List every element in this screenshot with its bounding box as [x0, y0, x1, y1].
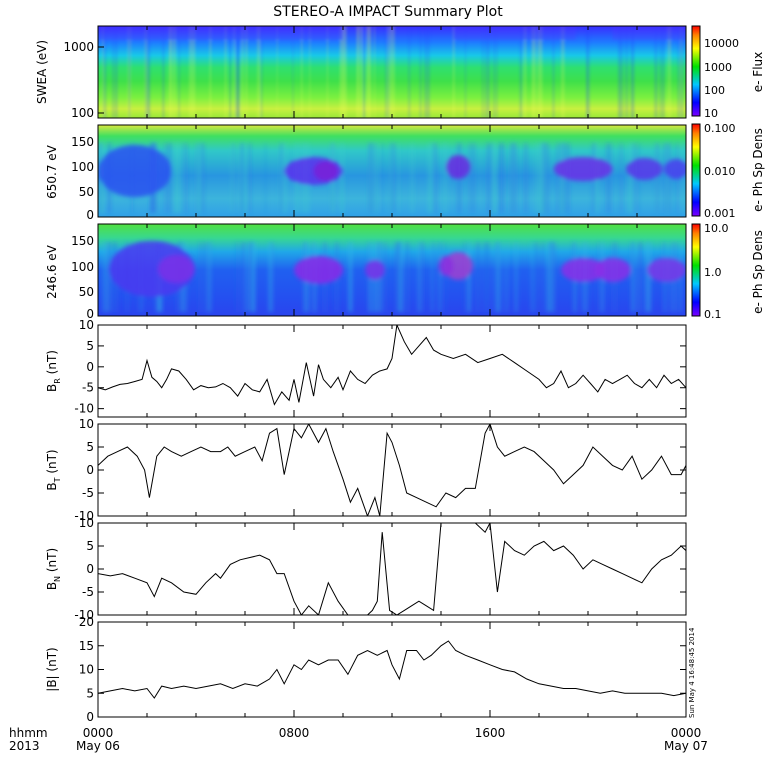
- swea-cb-tick-2: 100: [704, 84, 725, 97]
- pad246-cb-tick-2: 0.1: [704, 308, 722, 321]
- br-ytick-label: 5: [86, 339, 94, 353]
- pad246-ytick-150: 150: [71, 234, 94, 248]
- bmag-panel: 20 15 10 5 0 |B| (nT): [45, 615, 687, 724]
- swea-cb-label: e- Flux: [751, 52, 765, 92]
- time-tick-2: 1600: [475, 726, 506, 740]
- swea-cb-tick-3: 10: [704, 107, 718, 120]
- pad650-cb-tick-0: 0.100: [704, 122, 736, 135]
- br-frame: [97, 324, 687, 418]
- swea-colorbar: [691, 25, 701, 117]
- pad650-panel: 650.7 eV 150 100 50 0 0.100 0.010 0.001 …: [45, 122, 765, 222]
- swea-ylabel: SWEA (eV): [35, 40, 49, 104]
- bn-trace: [98, 523, 686, 615]
- pad650-heatmap: [98, 125, 686, 217]
- bn-ytick-label: -5: [82, 585, 94, 599]
- time-tick-0: 0000: [83, 726, 114, 740]
- swea-ytick-1000: 1000: [63, 40, 94, 54]
- bn-ylabel: BN (nT): [45, 548, 62, 590]
- bmag-ytick-label: 0: [86, 710, 94, 724]
- bn-ytick-label: 10: [79, 516, 94, 530]
- br-ytick-label: -10: [74, 402, 94, 416]
- br-trace: [98, 325, 686, 406]
- bn-ytick-label: -10: [74, 608, 94, 622]
- magnetic-field-panels: 10 5 0 -5 -10 BR (nT) 10 5 0 -5 -10 BT (nT) 10 5 0 -5 -1…: [45, 318, 687, 724]
- bmag-ytick-label: 20: [79, 615, 94, 629]
- time-axis: hhmm 2013 0000 0800 1600 0000 May 06 May…: [9, 726, 708, 753]
- pad650-cb-tick-1: 0.010: [704, 165, 736, 178]
- bt-frame: [97, 423, 687, 517]
- time-ticks: [97, 26, 687, 717]
- bn-ytick-label: 0: [86, 562, 94, 576]
- pad246-cb-tick-1: 1.0: [704, 266, 722, 279]
- bmag-ytick-label: 5: [86, 686, 94, 700]
- bt-ytick-label: -10: [74, 509, 94, 523]
- pad246-ytick-50: 50: [79, 285, 94, 299]
- bt-ytick-label: 5: [86, 440, 94, 454]
- plot-title: STEREO-A IMPACT Summary Plot: [273, 4, 503, 20]
- bmag-ylabel: |B| (nT): [45, 647, 59, 691]
- pad246-colorbar: [691, 223, 701, 317]
- swea-panel: SWEA (eV) 1000 100 10000 1000 100 10 e- …: [35, 25, 765, 120]
- time-date-0: May 06: [76, 739, 120, 753]
- time-tick-1: 0800: [279, 726, 310, 740]
- swea-ytick-100: 100: [71, 106, 94, 120]
- bmag-trace: [98, 640, 686, 699]
- swea-cb-tick-1: 1000: [704, 61, 732, 74]
- pad246-cb-label: e- Ph Sp Dens: [751, 230, 765, 314]
- bn-panel: 10 5 0 -5 -10 BN (nT): [45, 516, 687, 622]
- pad650-ytick-100: 100: [71, 160, 94, 174]
- pad650-colorbar: [691, 123, 701, 217]
- bt-trace: [98, 424, 686, 516]
- pad246-ytick-100: 100: [71, 260, 94, 274]
- swea-cb-tick-0: 10000: [704, 37, 739, 50]
- pad650-cb-label: e- Ph Sp Dens: [751, 128, 765, 212]
- pad246-ylabel: 246.6 eV: [45, 244, 59, 299]
- br-panel: 10 5 0 -5 -10 BR (nT): [45, 318, 687, 418]
- br-ylabel: BR (nT): [45, 350, 62, 392]
- pad246-cb-tick-0: 10.0: [704, 222, 729, 235]
- bn-ytick-label: 5: [86, 539, 94, 553]
- pad650-cb-tick-2: 0.001: [704, 207, 736, 220]
- bn-frame: [97, 522, 687, 616]
- time-tick-3: 0000: [671, 726, 702, 740]
- bt-ylabel: BT (nT): [45, 449, 62, 490]
- swea-heatmap: [98, 26, 686, 118]
- pad246-panel: 246.6 eV 150 100 50 0 10.0 1.0 0.1 e- Ph…: [45, 222, 765, 321]
- timestamp: Sun May 4 16:48:45 2014: [688, 627, 696, 718]
- br-ytick-label: 10: [79, 318, 94, 332]
- bt-ytick-label: -5: [82, 486, 94, 500]
- pad650-ytick-0: 0: [86, 208, 94, 222]
- br-ytick-label: 0: [86, 360, 94, 374]
- pad246-heatmap: [98, 224, 686, 316]
- time-date-3: May 07: [664, 739, 708, 753]
- pad650-ytick-150: 150: [71, 135, 94, 149]
- bmag-frame: [97, 621, 687, 718]
- bt-ytick-label: 10: [79, 417, 94, 431]
- br-ytick-label: -5: [82, 381, 94, 395]
- pad650-ylabel: 650.7 eV: [45, 144, 59, 199]
- pad246-ytick-0: 0: [86, 307, 94, 321]
- pad650-ytick-50: 50: [79, 185, 94, 199]
- bt-panel: 10 5 0 -5 -10 BT (nT): [45, 417, 687, 523]
- bmag-ytick-label: 10: [79, 663, 94, 677]
- bt-ytick-label: 0: [86, 463, 94, 477]
- time-axis-hhmm: hhmm: [9, 726, 48, 740]
- time-axis-year: 2013: [9, 739, 40, 753]
- bmag-ytick-label: 15: [79, 639, 94, 653]
